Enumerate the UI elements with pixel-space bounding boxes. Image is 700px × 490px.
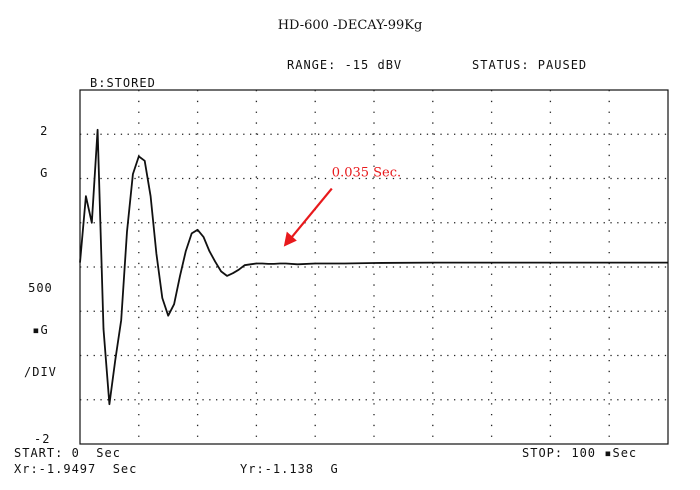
xr-cursor-readout: Xr:-1.9497 Sec: [14, 462, 138, 476]
chart-title: HD-600 -DECAY-99Kg: [277, 18, 423, 33]
annotation-arrow-head: [283, 231, 297, 247]
y-axis-min-label: -2: [34, 432, 51, 446]
plot-frame: [79, 89, 669, 445]
y-scale-value: 500: [28, 281, 53, 295]
decay-trace-line: [79, 128, 668, 406]
annotation-arrow-shaft: [288, 187, 333, 241]
y-scale-div: /DIV: [24, 365, 57, 379]
y-axis-scale-label: 500 ▪G /DIV: [24, 253, 57, 393]
trace-label: B:STORED: [90, 76, 156, 90]
y-axis-max-label: 2 G: [36, 96, 52, 194]
stop-readout: STOP: 100 ▪Sec: [522, 446, 638, 460]
annotation-label: 0.035 Sec.: [332, 166, 401, 181]
range-readout: RANGE: -15 dBV: [287, 58, 403, 72]
yr-cursor-readout: Yr:-1.138 G: [240, 462, 339, 476]
y-max-value: 2: [40, 124, 49, 138]
start-readout: START: 0 Sec: [14, 446, 121, 460]
y-max-unit: G: [40, 166, 49, 180]
status-readout: STATUS: PAUSED: [472, 58, 588, 72]
y-scale-unit: ▪G: [32, 323, 49, 337]
